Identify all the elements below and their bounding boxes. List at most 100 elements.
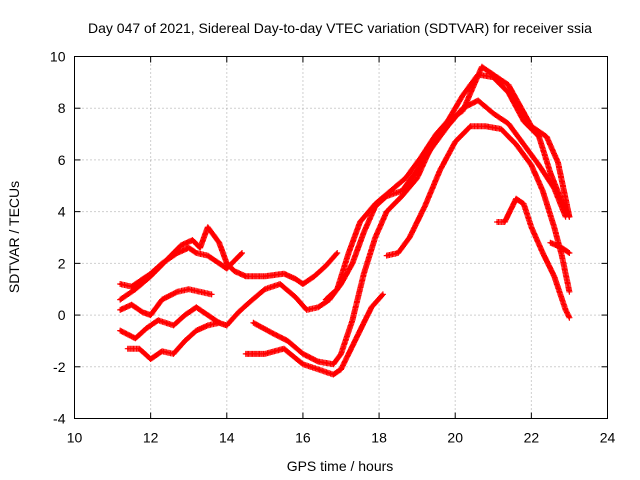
series-markers (322, 63, 573, 303)
data-point (476, 99, 480, 102)
data-point (316, 360, 320, 363)
data-point (556, 161, 560, 164)
series-arc-10 (494, 195, 573, 321)
data-point (335, 288, 339, 291)
data-point (560, 200, 564, 203)
data-point (282, 272, 286, 275)
x-tick-label: 24 (600, 430, 616, 446)
data-point (347, 251, 350, 255)
data-point (374, 202, 377, 206)
y-tick-label: 6 (58, 152, 66, 168)
data-point (240, 251, 244, 255)
data-point (206, 225, 209, 229)
data-point (225, 262, 228, 265)
x-tick-label: 18 (371, 430, 387, 446)
series-arc-11 (547, 239, 573, 256)
data-point (362, 231, 366, 234)
data-point (560, 254, 564, 257)
data-point (514, 143, 518, 146)
data-point (518, 104, 522, 107)
data-point (206, 313, 209, 317)
series-arc-5 (124, 319, 223, 362)
data-point (560, 246, 564, 250)
y-tick-label: 8 (58, 100, 66, 116)
data-point (541, 251, 544, 255)
series-markers (117, 244, 245, 290)
x-tick-label: 14 (219, 430, 235, 446)
data-point (278, 282, 282, 286)
data-point (351, 262, 354, 265)
series-arc-8 (322, 63, 573, 303)
data-point (358, 329, 362, 332)
data-point (446, 119, 449, 123)
data-point (396, 251, 400, 255)
data-point (530, 125, 533, 128)
data-point (157, 319, 160, 322)
y-tick-label: 10 (50, 49, 66, 65)
data-point (568, 251, 571, 255)
data-point (507, 122, 510, 125)
data-point (499, 127, 503, 131)
data-point (522, 143, 525, 146)
data-point (126, 347, 129, 350)
data-point (244, 275, 248, 278)
data-point (172, 352, 175, 356)
data-point (195, 329, 198, 332)
y-tick-label: -2 (53, 359, 66, 375)
data-point (183, 339, 187, 343)
data-point (492, 73, 495, 76)
data-point (195, 306, 198, 309)
data-point (237, 311, 240, 314)
data-point (434, 132, 438, 136)
data-point (217, 262, 221, 265)
data-point (263, 288, 267, 291)
x-axis-title: GPS time / hours (287, 458, 394, 474)
data-point (176, 251, 179, 255)
data-point (217, 321, 221, 325)
data-point (461, 109, 465, 113)
data-point (335, 251, 339, 255)
x-tick-label: 12 (143, 430, 159, 446)
data-point (172, 324, 175, 327)
data-point (210, 293, 213, 296)
y-tick-label: 0 (58, 307, 66, 323)
data-point (332, 373, 335, 376)
data-point (187, 288, 190, 291)
series-arc-2 (117, 244, 245, 290)
x-tick-label: 20 (447, 430, 463, 446)
data-point (313, 275, 316, 278)
data-point (206, 254, 209, 257)
data-point (568, 290, 571, 293)
data-point (358, 220, 362, 224)
data-point (130, 303, 133, 306)
data-point (324, 264, 327, 268)
data-point (514, 197, 518, 200)
data-point (141, 277, 145, 281)
data-point (492, 112, 495, 115)
series-arc-9 (383, 123, 573, 295)
x-tick-label: 16 (295, 430, 311, 446)
series-arc-3 (117, 286, 215, 319)
data-point (149, 357, 152, 361)
data-point (225, 267, 228, 270)
data-point (522, 119, 525, 123)
data-point (404, 176, 407, 180)
data-point (271, 331, 274, 335)
data-point (564, 215, 567, 219)
data-point (244, 352, 248, 356)
data-point (522, 202, 525, 206)
tick-layer (74, 56, 608, 419)
series-arc-4 (117, 97, 569, 342)
data-point (530, 225, 533, 229)
data-point (118, 282, 122, 286)
y-axis-title: SDTVAR / TECUs (6, 181, 22, 293)
data-point (484, 125, 487, 128)
data-point (347, 352, 350, 356)
data-point (400, 194, 404, 198)
data-point (454, 140, 457, 144)
data-point (362, 272, 366, 275)
data-point (507, 83, 510, 87)
data-point (316, 368, 320, 371)
